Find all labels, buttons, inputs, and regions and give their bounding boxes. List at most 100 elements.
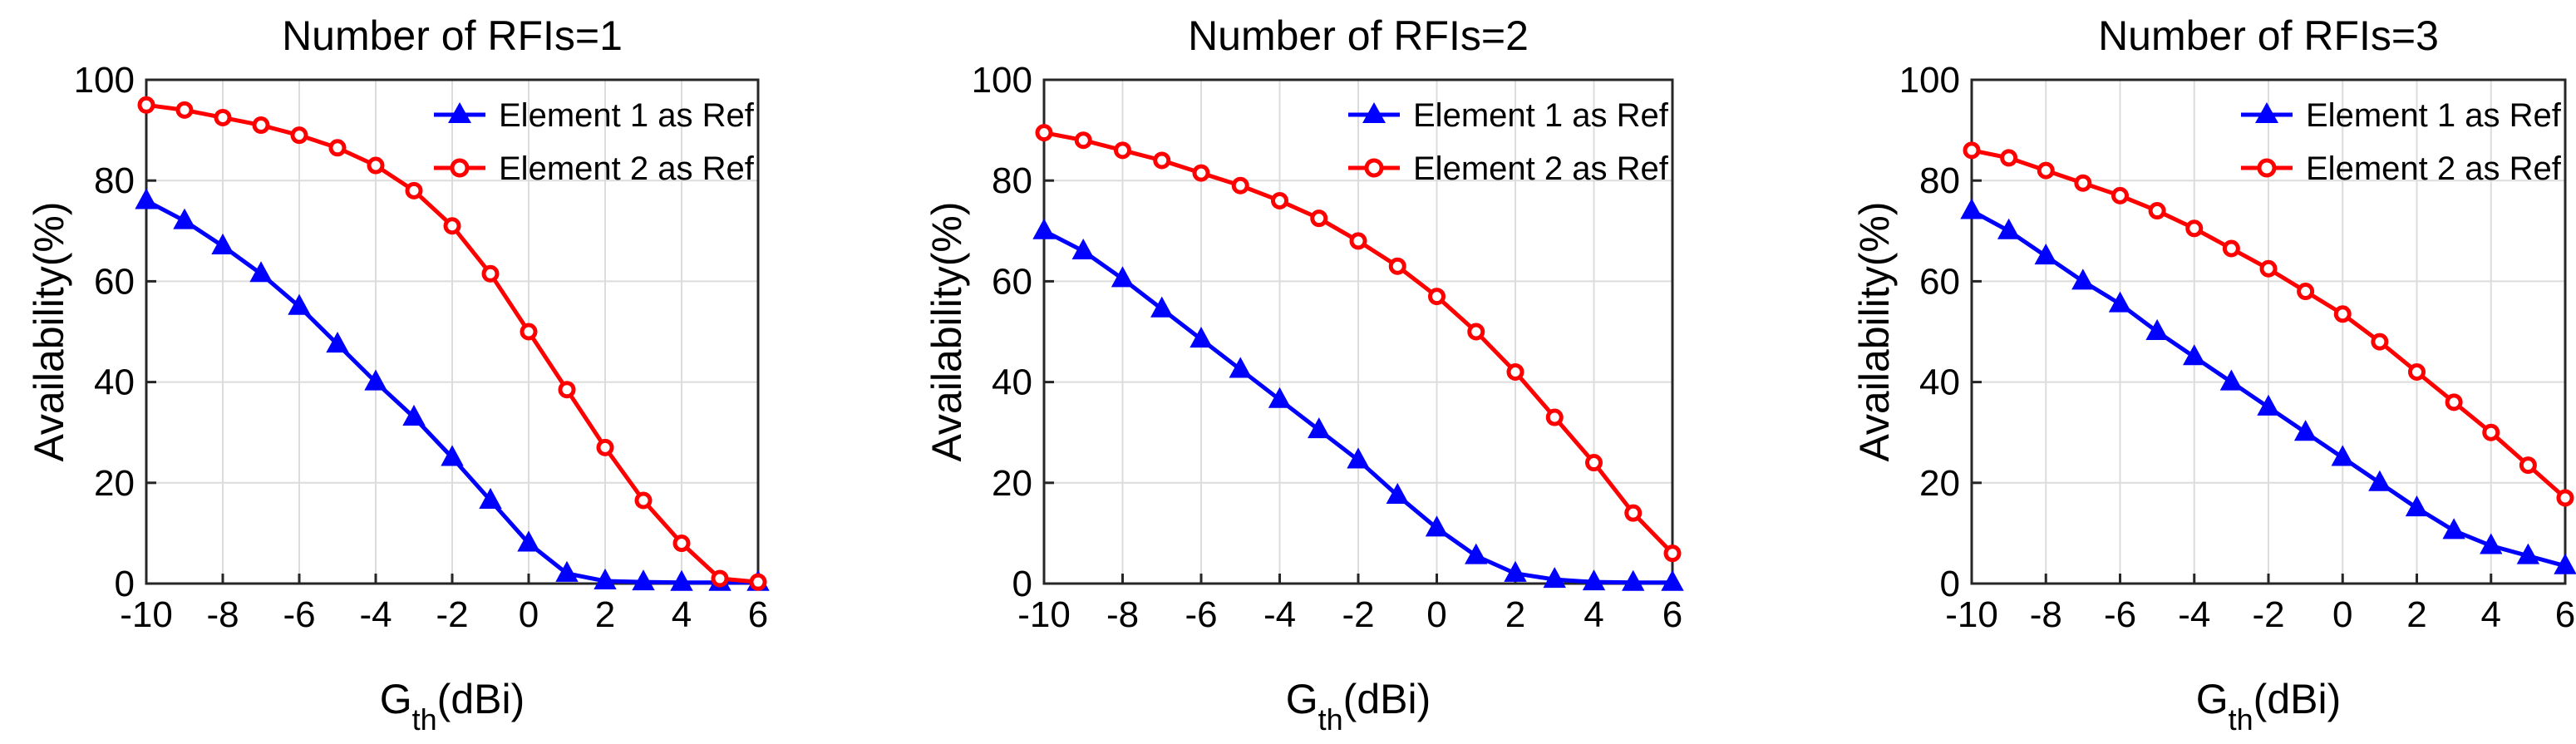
x-tick-label: 6 [748,594,768,635]
data-point-triangle [1071,238,1095,260]
data-point-circle [2222,239,2240,258]
data-point-circle [2259,259,2278,278]
x-tick-label: -8 [2030,594,2062,635]
x-tick-label: -2 [2252,594,2284,635]
data-point-circle [2185,219,2204,238]
x-tick-label: -10 [1945,594,1998,635]
data-point-triangle [249,261,273,283]
x-axis-label-main: G [1286,676,1318,722]
data-point-circle [711,569,729,588]
y-tick-label: 20 [1919,463,1960,504]
legend-entry-1: Element 1 as Ref [2241,97,2562,134]
data-point-triangle [1268,387,1292,408]
x-tick-label: -8 [1106,594,1139,635]
x-tick-label: 2 [1505,594,1525,635]
data-point-circle [443,217,461,235]
data-point-triangle [2368,470,2391,491]
data-point-triangle [1465,543,1488,564]
x-axis-label-unit: (dBi) [1343,676,1431,722]
data-point-circle [672,535,691,553]
data-point-circle [1545,408,1564,426]
data-point-triangle [135,188,158,209]
chart-title: Number of RFIs=2 [1188,12,1529,59]
data-point-triangle [517,530,540,552]
data-point-circle [596,438,614,456]
legend-label: Element 2 as Ref [499,150,755,187]
data-point-triangle [632,569,655,591]
data-point-triangle [555,560,579,582]
y-tick-label: 80 [1919,160,1960,201]
data-point-circle [2037,161,2055,180]
data-point-circle [2371,333,2389,351]
data-point-triangle [2331,445,2354,466]
data-point-triangle [326,332,349,353]
y-axis-label: Availability(%) [1851,201,1898,461]
legend-circle-icon [450,158,470,178]
data-point-triangle [2145,318,2169,340]
data-point-triangle [1960,198,1983,219]
x-axis-label-unit: (dBi) [2253,676,2342,722]
y-tick-label: 40 [94,362,135,403]
y-tick-label: 60 [992,261,1032,302]
data-point-circle [1074,131,1092,150]
series-2 [1035,124,1682,563]
data-point-triangle [1032,218,1056,239]
data-point-circle [1963,141,1981,160]
data-point-triangle [402,404,426,426]
x-tick-label: -6 [283,594,315,635]
series-2 [137,96,767,591]
data-point-triangle [1229,357,1252,378]
data-point-circle [749,573,767,591]
data-point-circle [1114,141,1131,160]
x-axis-label: Gth(dBi) [1286,676,1431,737]
y-tick-label: 60 [94,261,135,302]
data-point-circle [1310,209,1328,228]
data-point-circle [2556,489,2574,507]
data-point-circle [481,264,500,283]
x-tick-label: 0 [519,594,539,635]
series-1 [1960,198,2576,574]
legend-entry-2: Element 2 as Ref [1348,150,1669,187]
x-tick-label: 0 [2332,594,2352,635]
data-point-triangle [441,445,464,466]
legend-circle-icon [2257,158,2277,178]
legend-entry-1: Element 1 as Ref [1348,97,1669,134]
legend-triangle-icon [2255,102,2278,123]
x-axis-label-subscript: th [412,702,437,737]
data-point-triangle [2516,543,2540,564]
y-tick-label: 0 [1940,564,1960,604]
x-tick-label: -2 [1342,594,1374,635]
data-point-circle [1035,124,1053,142]
data-point-circle [634,491,653,510]
y-tick-label: 0 [1012,564,1032,604]
x-tick-label: 4 [1584,594,1603,635]
y-tick-label: 100 [1899,60,1960,101]
x-tick-label: 0 [1426,594,1446,635]
data-point-triangle [364,369,387,391]
y-tick-label: 80 [94,160,135,201]
data-point-circle [1231,176,1249,195]
data-point-circle [1506,362,1524,381]
y-tick-label: 100 [972,60,1032,101]
data-point-triangle [1111,266,1135,288]
legend: Element 1 as Ref Element 2 as Ref [2241,97,2562,187]
data-point-circle [2333,305,2352,323]
x-axis-label-main: G [380,676,412,722]
data-point-triangle [2293,420,2317,441]
x-axis-label-main: G [2196,676,2229,722]
data-point-circle [2074,174,2092,192]
data-point-circle [2297,283,2315,301]
legend-entry-2: Element 2 as Ref [2241,150,2562,187]
legend-label: Element 2 as Ref [1413,150,1669,187]
y-tick-label: 100 [74,60,135,101]
y-tick-label: 20 [94,463,135,504]
data-point-circle [2148,202,2166,220]
data-point-circle [2000,149,2018,167]
x-tick-label: 4 [672,594,692,635]
x-tick-label: -2 [436,594,468,635]
y-tick-label: 0 [115,564,135,604]
data-point-triangle [479,487,502,510]
